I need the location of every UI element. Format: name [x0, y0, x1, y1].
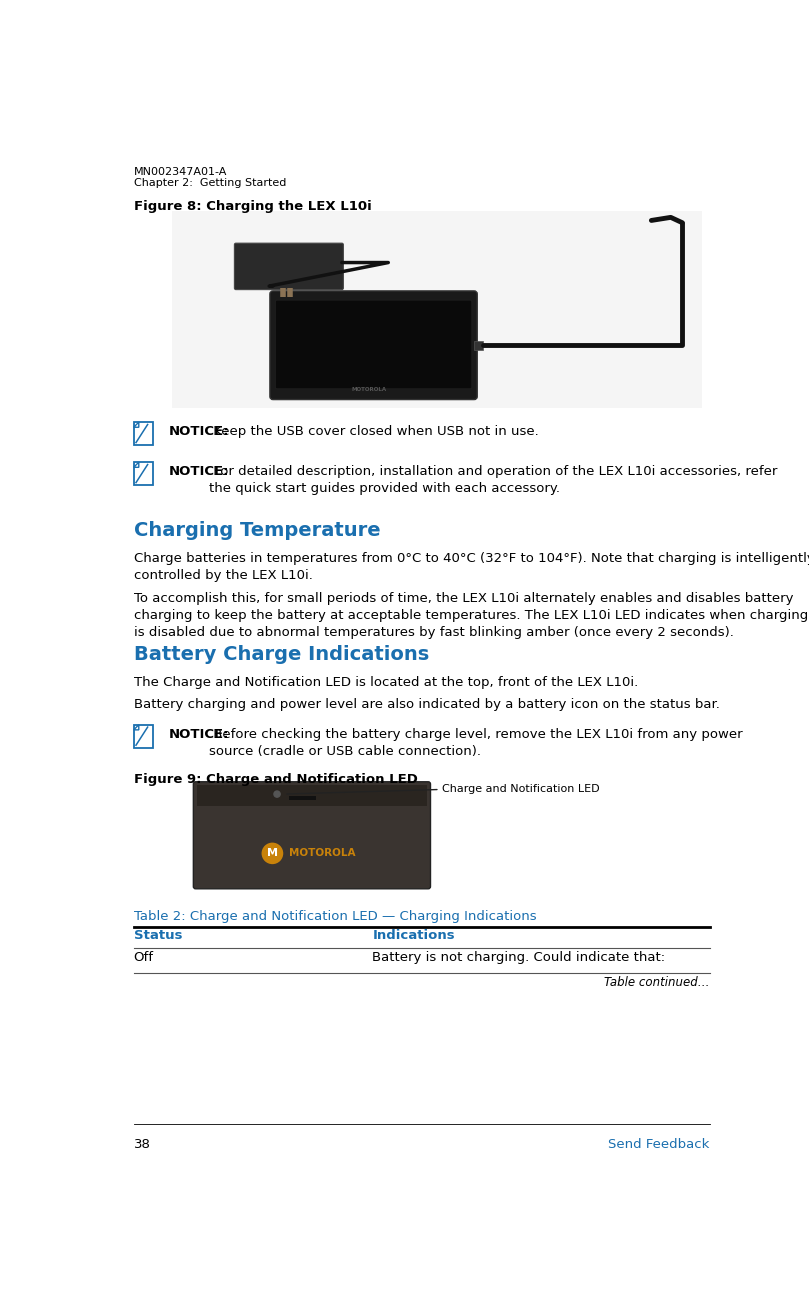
- Bar: [474, 340, 484, 350]
- Text: Status: Status: [133, 929, 182, 942]
- Bar: [172, 212, 701, 409]
- Text: To accomplish this, for small periods of time, the LEX L10i alternately enables : To accomplish this, for small periods of…: [133, 592, 808, 639]
- Text: Indications: Indications: [372, 929, 455, 942]
- Text: For detailed description, installation and operation of the LEX L10i accessories: For detailed description, installation a…: [209, 465, 777, 496]
- Circle shape: [274, 790, 280, 797]
- Text: 38: 38: [133, 1138, 150, 1151]
- Bar: [197, 785, 426, 806]
- Text: Battery is not charging. Could indicate that:: Battery is not charging. Could indicate …: [372, 951, 666, 964]
- FancyBboxPatch shape: [235, 243, 343, 289]
- Text: Charge and Notification LED: Charge and Notification LED: [443, 784, 599, 794]
- Text: Charging Temperature: Charging Temperature: [133, 520, 380, 540]
- FancyBboxPatch shape: [270, 291, 477, 400]
- Text: NOTICE:: NOTICE:: [168, 465, 229, 478]
- Text: Figure 8: Charging the LEX L10i: Figure 8: Charging the LEX L10i: [133, 200, 371, 213]
- Text: Charge batteries in temperatures from 0°C to 40°C (32°F to 104°F). Note that cha: Charge batteries in temperatures from 0°…: [133, 552, 809, 582]
- Text: MOTOROLA: MOTOROLA: [352, 387, 387, 392]
- Text: Table continued…: Table continued…: [604, 976, 709, 989]
- Text: Send Feedback: Send Feedback: [608, 1138, 709, 1151]
- Text: NOTICE:: NOTICE:: [168, 426, 229, 439]
- Text: The Charge and Notification LED is located at the top, front of the LEX L10i.: The Charge and Notification LED is locat…: [133, 676, 638, 689]
- Text: Figure 9: Charge and Notification LED: Figure 9: Charge and Notification LED: [133, 772, 417, 785]
- FancyBboxPatch shape: [275, 300, 472, 389]
- Text: Battery charging and power level are also indicated by a battery icon on the sta: Battery charging and power level are als…: [133, 698, 719, 711]
- FancyBboxPatch shape: [193, 781, 430, 889]
- Text: Off: Off: [133, 951, 154, 964]
- Text: Keep the USB cover closed when USB not in use.: Keep the USB cover closed when USB not i…: [209, 426, 539, 439]
- Text: NOTICE:: NOTICE:: [168, 728, 229, 741]
- Circle shape: [261, 842, 283, 864]
- Text: Chapter 2:  Getting Started: Chapter 2: Getting Started: [133, 178, 286, 188]
- Bar: [289, 796, 316, 801]
- Text: MOTOROLA: MOTOROLA: [290, 849, 356, 858]
- Text: Before checking the battery charge level, remove the LEX L10i from any power
sou: Before checking the battery charge level…: [209, 728, 743, 758]
- Text: Battery Charge Indications: Battery Charge Indications: [133, 645, 429, 665]
- Text: M: M: [267, 849, 278, 858]
- Text: Table 2: Charge and Notification LED — Charging Indications: Table 2: Charge and Notification LED — C…: [133, 910, 536, 923]
- Text: MN002347A01-A: MN002347A01-A: [133, 167, 227, 178]
